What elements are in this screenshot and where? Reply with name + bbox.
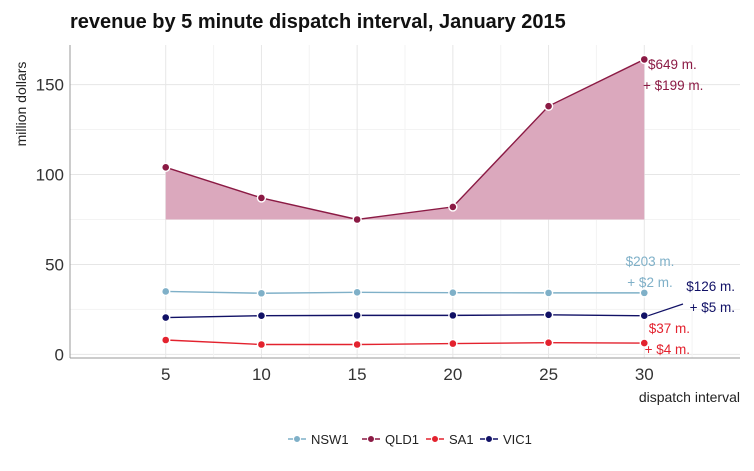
x-tick-label: 25 [539, 365, 558, 384]
data-point-nsw1 [352, 287, 362, 298]
data-point-qld1 [256, 193, 267, 203]
x-tick-label: 10 [252, 365, 271, 384]
legend-key-point [367, 435, 375, 443]
legend-item-vic1: VIC1 [480, 432, 532, 447]
y-tick-label: 150 [36, 76, 64, 95]
legend-label: VIC1 [503, 432, 532, 447]
axes [69, 45, 740, 359]
series-points [161, 54, 649, 350]
data-point-sa1 [639, 338, 649, 348]
data-point-qld1 [639, 54, 649, 65]
x-tick-label: 15 [348, 365, 367, 384]
x-axis-label: dispatch interval [639, 389, 740, 405]
annotation-nsw1-change: + $2 m. [627, 275, 672, 290]
legend-key-point [431, 435, 439, 443]
annotations: $649 m. + $199 m. $203 m. + $2 m. $126 m. + $… [626, 57, 735, 357]
data-point-vic1 [448, 310, 458, 321]
data-point-qld1 [352, 214, 362, 225]
legend-item-sa1: SA1 [426, 432, 474, 447]
data-point-sa1 [352, 339, 362, 350]
legend-item-qld1: QLD1 [362, 432, 419, 447]
legend: NSW1 QLD1 SA1 VIC1 [288, 432, 532, 447]
area-fills [165, 59, 645, 220]
data-point-nsw1 [639, 288, 649, 298]
data-point-sa1 [448, 338, 458, 349]
data-point-vic1 [352, 310, 362, 321]
data-point-qld1 [543, 101, 554, 111]
y-tick-label: 50 [45, 255, 64, 274]
annotation-qld1-total: $649 m. [648, 57, 697, 72]
data-point-nsw1 [161, 286, 171, 297]
data-point-sa1 [161, 335, 171, 345]
y-axis-label: million dollars [13, 62, 29, 147]
area-fill-qld1 [165, 59, 645, 220]
legend-key-point [293, 435, 301, 443]
annotation-leader-vic1 [648, 303, 684, 317]
data-point-sa1 [543, 338, 554, 348]
y-tick-labels: 0 50 100 150 [36, 76, 64, 365]
data-point-vic1 [639, 311, 649, 321]
series-line-nsw1 [165, 290, 645, 294]
series-line-vic1 [165, 314, 645, 319]
series-line-qld1 [165, 58, 645, 221]
data-point-qld1 [161, 162, 171, 173]
y-tick-label: 0 [55, 345, 64, 364]
data-point-nsw1 [256, 288, 267, 298]
annotation-sa1-change: + $4 m. [645, 342, 690, 357]
annotation-qld1-change: + $199 m. [643, 78, 703, 93]
data-point-vic1 [256, 311, 267, 321]
x-tick-label: 5 [161, 365, 170, 384]
data-point-vic1 [161, 312, 171, 323]
annotation-vic1-total: $126 m. [686, 279, 735, 294]
legend-key-point [485, 435, 493, 443]
series-line-sa1 [165, 339, 645, 346]
y-tick-label: 100 [36, 166, 64, 185]
x-tick-label: 30 [635, 365, 654, 384]
x-tick-label: 20 [443, 365, 462, 384]
annotation-nsw1-total: $203 m. [626, 254, 675, 269]
legend-item-nsw1: NSW1 [288, 432, 349, 447]
data-point-sa1 [256, 339, 267, 350]
data-point-nsw1 [448, 288, 458, 298]
data-point-nsw1 [543, 288, 554, 298]
legend-label: NSW1 [311, 432, 349, 447]
legend-label: QLD1 [385, 432, 419, 447]
data-point-qld1 [448, 202, 458, 212]
annotation-vic1-change: + $5 m. [690, 300, 735, 315]
chart-title: revenue by 5 minute dispatch interval, J… [70, 11, 566, 33]
data-point-vic1 [543, 310, 554, 320]
annotation-sa1-total: $37 m. [649, 321, 690, 336]
legend-label: SA1 [449, 432, 474, 447]
x-tick-labels: 5 10 15 20 25 30 [161, 365, 654, 384]
series-lines [165, 58, 645, 346]
